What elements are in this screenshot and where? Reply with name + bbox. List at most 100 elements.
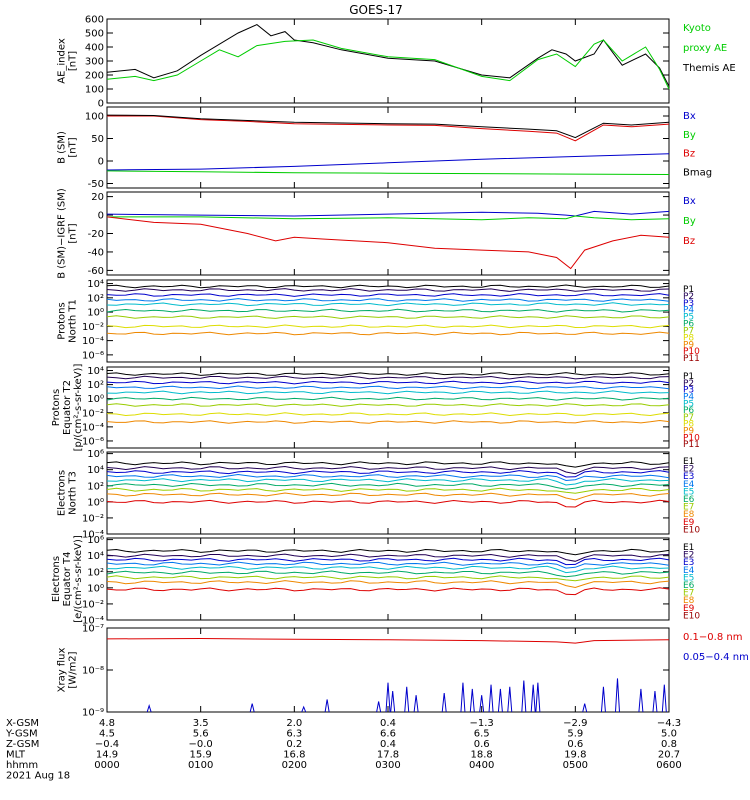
footer-value: 16.8 (283, 750, 305, 761)
xray-spike (385, 682, 391, 713)
footer-value: −1.3 (470, 718, 494, 729)
footer-value: 15.9 (190, 750, 212, 761)
legend-entry: E8 (683, 596, 695, 606)
xray-spike (582, 703, 588, 713)
panel-bdiff: -60 -40 -20 0 20 B (SM)−IGRF (SM) [nT] Bx By Bz (57, 188, 696, 279)
flux-trace-4 (106, 298, 670, 302)
footer-value: 5.9 (567, 729, 583, 740)
legend-entry: E7 (683, 503, 694, 513)
y-tick-label: 400 (85, 43, 104, 54)
xray-spike (324, 699, 330, 713)
legend-entry: E4 (683, 480, 695, 490)
xray-spike (376, 701, 382, 713)
legend-entry: P1 (683, 285, 694, 295)
y-axis-label: AE_index (57, 38, 68, 84)
y-tick-label: 20 (91, 192, 104, 203)
legend-entry: E6 (683, 495, 695, 505)
xray-spike (507, 686, 513, 713)
legend-entry: E9 (683, 604, 695, 614)
flux-trace-7 (106, 487, 670, 494)
legend-entry: P10 (683, 347, 700, 357)
flux-trace-3 (106, 470, 670, 478)
legend-entry: E1 (683, 457, 694, 467)
flux-trace-7 (106, 403, 670, 407)
legend-entry: E10 (683, 611, 700, 621)
flux-trace-5 (106, 390, 670, 395)
y-axis-label: [p/(cm²-s-sr-keV)] (73, 364, 84, 452)
y-tick-label: 10⁰ (87, 308, 104, 319)
footer-value: 6.3 (286, 729, 302, 740)
y-tick-label: 10⁻⁹ (82, 708, 104, 719)
panel-e_equator: 10⁶ 10⁴ 10² 10⁰ 10⁻² 10⁻⁴ Electrons Equator T4[… (51, 535, 700, 626)
legend-entry: E6 (683, 581, 695, 591)
flux-trace-6 (106, 570, 670, 578)
footer-date: 2021 Aug 18 (6, 771, 70, 782)
y-tick-label: 10⁻⁴ (82, 616, 104, 627)
footer-value: −2.9 (563, 718, 587, 729)
y-tick-label: -20 (88, 229, 104, 240)
y-tick-label: 10⁻² (82, 513, 104, 524)
y-tick-label: 10⁻⁴ (82, 336, 104, 347)
panel-frame (106, 627, 670, 713)
legend-entry: P3 (683, 386, 694, 396)
y-axis-label: Protons (57, 302, 68, 339)
footer-row-label: X-GSM (6, 718, 39, 729)
xray-spike (535, 682, 541, 713)
legend-entry: 0.05−0.4 nm (683, 652, 749, 663)
legend-entry: E5 (683, 487, 694, 497)
legend-entry: P5 (683, 399, 694, 409)
y-axis-label: [nT] (68, 137, 79, 157)
footer-value: 0100 (188, 760, 213, 771)
y-tick-label: 10⁴ (87, 279, 104, 290)
xray-spike (301, 705, 307, 713)
legend-entry: P2 (683, 292, 694, 302)
xray-spike (441, 693, 447, 713)
footer-value: 0300 (375, 760, 400, 771)
y-tick-label: -60 (88, 266, 104, 277)
legend-entry: E5 (683, 573, 694, 583)
legend-entry: Bmag (683, 167, 712, 178)
y-tick-label: 10⁰ (87, 497, 104, 508)
flux-trace-4 (106, 385, 670, 390)
figure-title: GOES-17 (349, 3, 403, 17)
series-kyoto-proxy-ae (106, 39, 670, 90)
legend-entry: P6 (683, 320, 694, 330)
xray-spike (652, 690, 658, 713)
xray-spike (530, 684, 536, 713)
legend-entry: E2 (683, 551, 694, 561)
y-tick-label: 0 (98, 157, 104, 168)
flux-trace-2 (106, 288, 670, 292)
footer-row-label: Y-GSM (5, 729, 38, 740)
legend-entry: Themis AE (682, 63, 736, 74)
footer-value: 0500 (563, 760, 588, 771)
y-tick-label: 10² (87, 567, 104, 578)
footer-value: 14.9 (96, 750, 118, 761)
y-tick-label: 10⁻⁴ (82, 530, 104, 541)
flux-trace-4 (106, 473, 670, 482)
legend-entry: P9 (683, 340, 694, 350)
legend-entry: P11 (683, 440, 700, 450)
footer-value: 0.8 (661, 739, 677, 750)
y-tick-label: 10⁰ (87, 583, 104, 594)
legend-entry: P5 (683, 313, 694, 323)
y-axis-label: Electrons (57, 470, 68, 516)
y-tick-label: 0 (98, 211, 104, 222)
xray-spike (521, 680, 527, 713)
xray-spike (614, 678, 620, 713)
flux-trace-3 (106, 380, 670, 385)
y-tick-label: 10⁴ (87, 551, 104, 562)
panel-p_equator: 10⁴ 10² 10⁰ 10⁻² 10⁻⁴ 10⁻⁶ Protons Equator T2 [p… (51, 364, 700, 452)
panel-bsm: -50 0 50 100 B (SM) [nT] Bx By Bz Bmag (57, 106, 712, 190)
flux-trace-1 (106, 372, 670, 376)
footer-value: 3.5 (193, 718, 209, 729)
y-tick-label: -50 (88, 179, 104, 190)
flux-trace-9 (106, 331, 670, 336)
flux-trace-8 (106, 580, 670, 589)
legend-entry: E4 (683, 566, 695, 576)
footer-row-label: hhmm (6, 760, 38, 771)
legend-entry: P1 (683, 372, 694, 382)
legend-entry: Bx (683, 111, 696, 122)
